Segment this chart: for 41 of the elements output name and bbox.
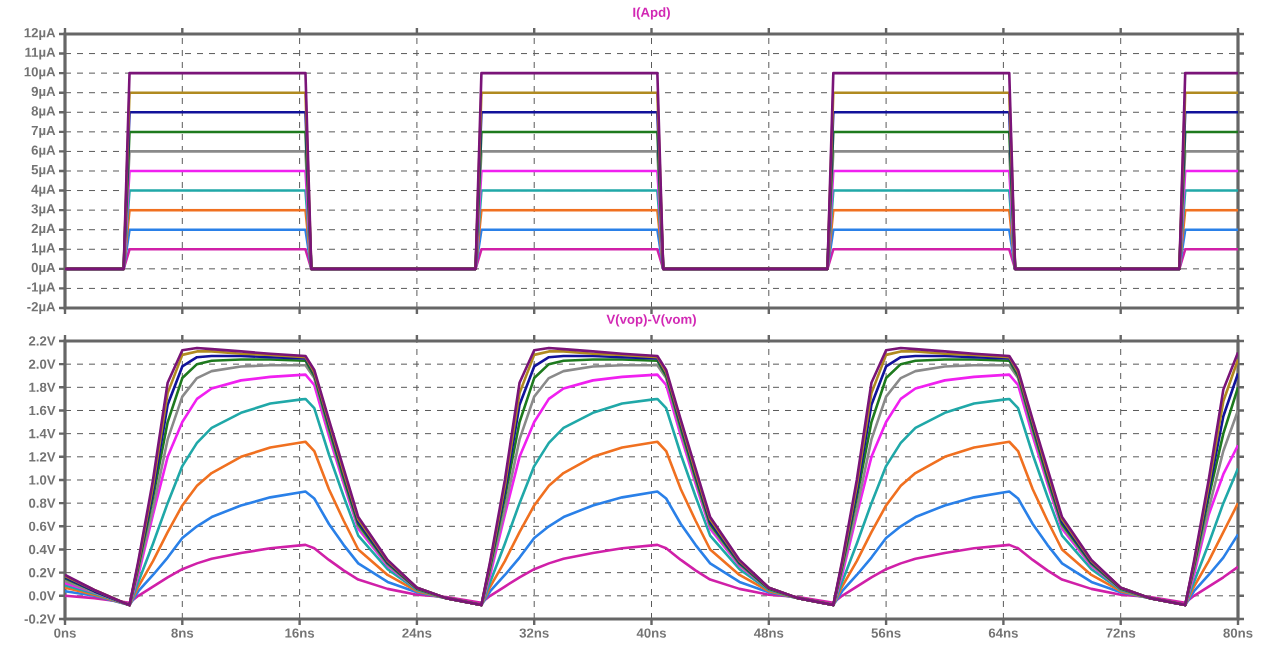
x-tick-label: 16ns bbox=[285, 628, 315, 638]
y-tick-label: -1µA bbox=[27, 282, 56, 295]
chart-title: I(Apd) bbox=[633, 7, 670, 20]
y-tick-label: 0µA bbox=[31, 262, 56, 275]
y-tick-label: 1.2V bbox=[29, 452, 56, 462]
x-tick-label: 8ns bbox=[171, 628, 194, 638]
y-tick-label: 3µA bbox=[31, 204, 56, 217]
y-tick-label: 1.6V bbox=[29, 405, 56, 416]
y-tick-label: 2.2V bbox=[28, 336, 56, 346]
y-tick-label: 1µA bbox=[31, 243, 56, 256]
y-tick-label: 6µA bbox=[31, 145, 56, 158]
y-tick-label: 4µA bbox=[31, 184, 56, 197]
x-tick-label: 48ns bbox=[753, 628, 784, 638]
y-tick-label: 7µA bbox=[31, 125, 56, 138]
y-tick-label: 0.0V bbox=[28, 591, 56, 601]
y-tick-label: 2µA bbox=[31, 223, 56, 236]
y-tick-label: 8µA bbox=[31, 106, 56, 119]
y-tick-label: 0.8V bbox=[28, 498, 56, 508]
x-tick-label: 56ns bbox=[871, 628, 901, 638]
y-tick-label: 5µA bbox=[31, 165, 56, 177]
y-tick-label: 0.4V bbox=[28, 544, 56, 555]
y-tick-label: 9µA bbox=[31, 86, 56, 99]
x-tick-label: 32ns bbox=[519, 628, 549, 638]
x-tick-label: 64ns bbox=[988, 628, 1018, 638]
x-tick-label: 72ns bbox=[1106, 628, 1136, 638]
x-tick-label: 80ns bbox=[1223, 628, 1253, 638]
y-tick-label: -0.2V bbox=[24, 614, 56, 624]
y-tick-label: 1.4V bbox=[29, 429, 56, 439]
x-tick-label: 40ns bbox=[636, 628, 667, 638]
y-tick-label: 1.8V bbox=[29, 382, 56, 392]
chart-title: V(vop)-V(vom) bbox=[606, 314, 696, 327]
y-tick-label: 11µA bbox=[25, 47, 56, 60]
x-tick-label: 24ns bbox=[402, 628, 432, 638]
y-tick-label: 12µA bbox=[24, 28, 56, 40]
y-tick-label: -2µA bbox=[27, 302, 56, 314]
y-tick-label: 2.0V bbox=[28, 359, 56, 369]
x-tick-label: 0ns bbox=[54, 628, 76, 638]
y-tick-label: 10µA bbox=[24, 67, 56, 80]
y-tick-label: 0.6V bbox=[28, 521, 56, 531]
y-tick-label: 1.0V bbox=[29, 475, 56, 485]
y-tick-label: 0.2V bbox=[28, 567, 56, 578]
